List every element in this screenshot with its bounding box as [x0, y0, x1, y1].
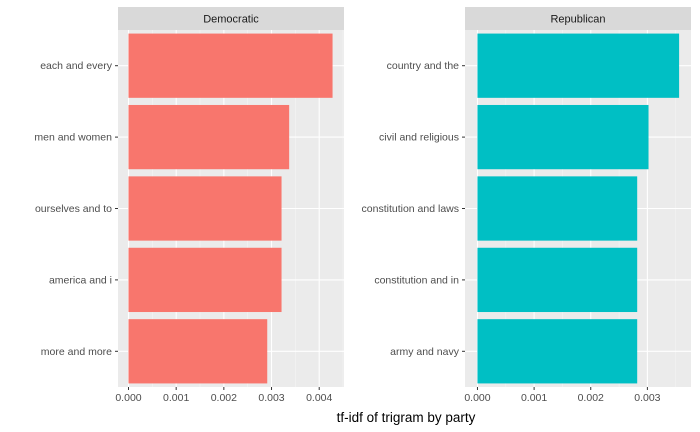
x-tick-label: 0.003 [258, 392, 284, 404]
facet-strip [465, 7, 691, 30]
bar [477, 33, 680, 98]
x-tick-label: 0.000 [115, 392, 141, 404]
bar [128, 319, 268, 384]
facet-label: Democratic [203, 14, 259, 26]
bar [128, 33, 333, 98]
x-tick-label: 0.000 [464, 392, 490, 404]
bar [477, 247, 638, 313]
x-tick-label: 0.003 [634, 392, 660, 404]
x-axis-title: tf-idf of trigram by party [337, 410, 476, 425]
y-tick-label: country and the [387, 60, 460, 72]
bar [477, 319, 638, 384]
bar [128, 176, 282, 241]
y-tick-label: army and navy [390, 346, 460, 358]
y-tick-label: men and women [34, 132, 112, 144]
y-tick-label: constitution and in [374, 274, 459, 286]
x-tick-label: 0.001 [521, 392, 547, 404]
y-tick-label: civil and religious [379, 132, 459, 144]
panel-democratic: Democratic each and every men and women our… [34, 7, 344, 404]
bar [477, 104, 649, 170]
y-tick-label: america and i [49, 274, 112, 286]
bar [128, 104, 290, 170]
x-tick-label: 0.002 [211, 392, 237, 404]
bar [128, 247, 282, 313]
facet-label: Republican [550, 14, 605, 26]
x-tick-label: 0.002 [578, 392, 604, 404]
facet-strip [118, 7, 344, 30]
x-tick-label: 0.001 [163, 392, 189, 404]
x-tick-label: 0.004 [306, 392, 332, 404]
y-tick-label: more and more [41, 346, 112, 358]
y-tick-label: ourselves and to [35, 203, 112, 215]
y-tick-label: constitution and laws [362, 203, 459, 215]
panel-republican: Republican country and the civil and relig… [362, 7, 691, 404]
bar [477, 176, 638, 241]
y-tick-label: each and every [40, 60, 113, 72]
